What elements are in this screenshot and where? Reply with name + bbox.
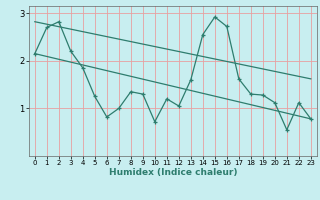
- X-axis label: Humidex (Indice chaleur): Humidex (Indice chaleur): [108, 168, 237, 177]
